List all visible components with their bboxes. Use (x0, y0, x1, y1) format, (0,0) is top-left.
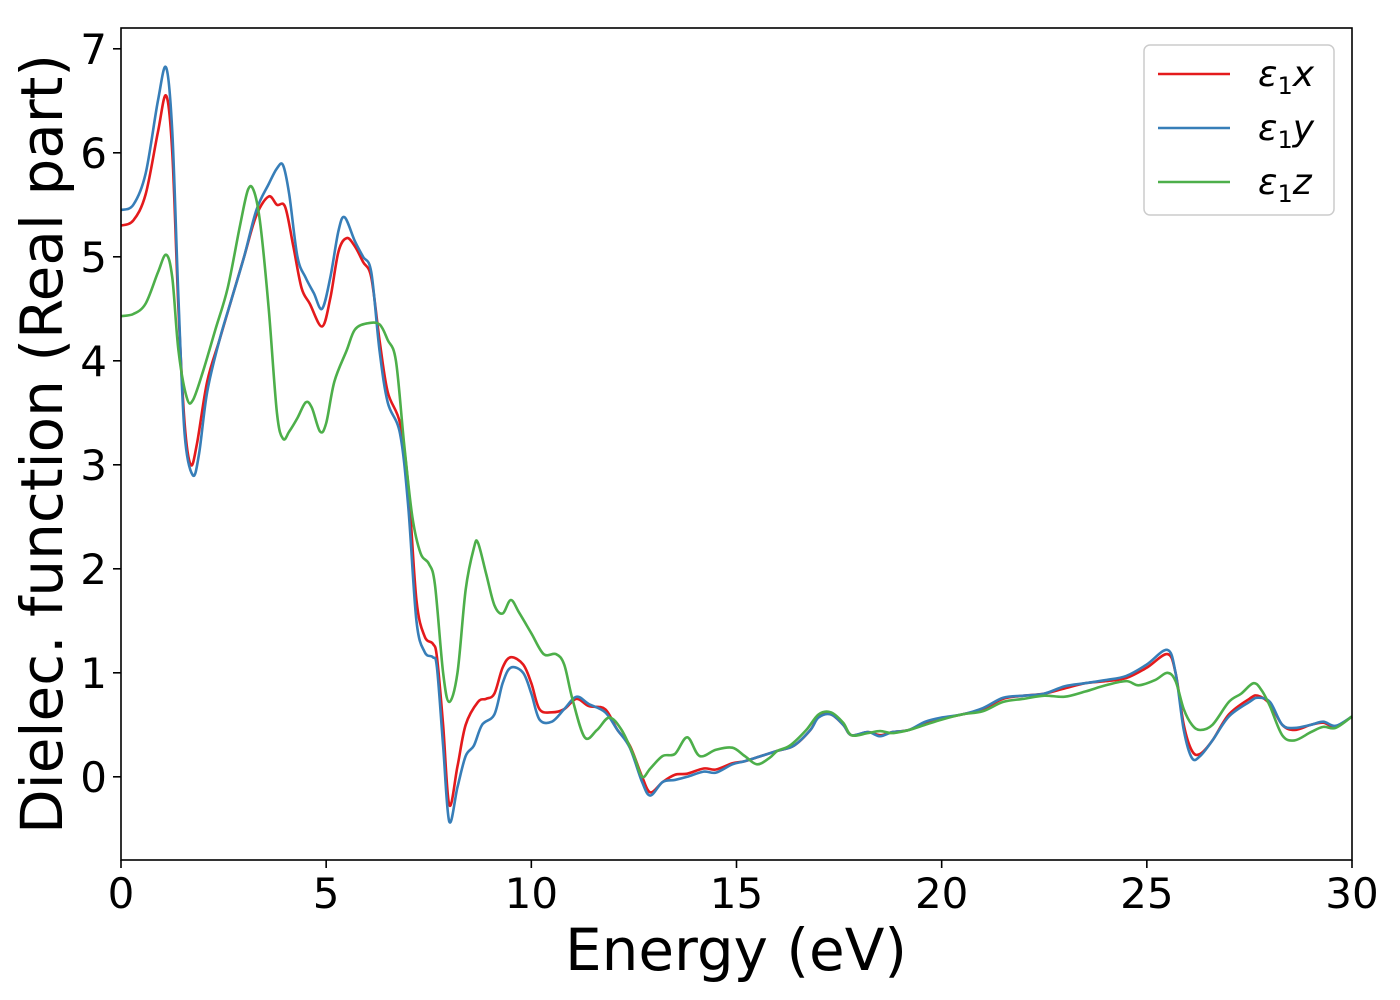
x-tick-label: 20 (915, 869, 968, 918)
y-tick-label: 2 (80, 545, 107, 594)
x-axis-ticks: 0 5 10 15 20 25 30 (108, 860, 1379, 918)
legend-label-z: ε1z (1258, 162, 1313, 208)
series-line-y (120, 65, 1353, 824)
legend-box (1143, 44, 1335, 216)
y-tick-label: 0 (80, 753, 107, 802)
y-tick-label: 3 (80, 441, 107, 490)
y-tick-label: 7 (80, 25, 107, 74)
y-tick-label: 6 (80, 129, 107, 178)
y-axis-ticks: 0 1 2 3 4 5 6 7 (80, 25, 121, 802)
x-tick-label: 25 (1120, 869, 1173, 918)
series-line-z (120, 184, 1353, 779)
x-tick-label: 30 (1325, 869, 1378, 918)
x-tick-label: 15 (710, 869, 763, 918)
y-tick-label: 5 (80, 233, 107, 282)
x-tick-label: 5 (313, 869, 340, 918)
series-line-x (120, 94, 1353, 808)
legend-items: ε1x ε1y ε1z (1158, 54, 1315, 208)
x-tick-label: 0 (108, 869, 135, 918)
y-axis-label: Dielec. function (Real part) (8, 54, 76, 834)
series-layer (120, 65, 1353, 824)
y-tick-label: 4 (80, 337, 107, 386)
x-tick-label: 10 (505, 869, 558, 918)
legend: ε1x ε1y ε1z (1143, 44, 1335, 216)
legend-label-y: ε1y (1258, 108, 1315, 154)
x-axis-label: Energy (eV) (565, 916, 907, 984)
legend-label-x: ε1x (1258, 54, 1315, 100)
y-tick-label: 1 (80, 649, 107, 698)
